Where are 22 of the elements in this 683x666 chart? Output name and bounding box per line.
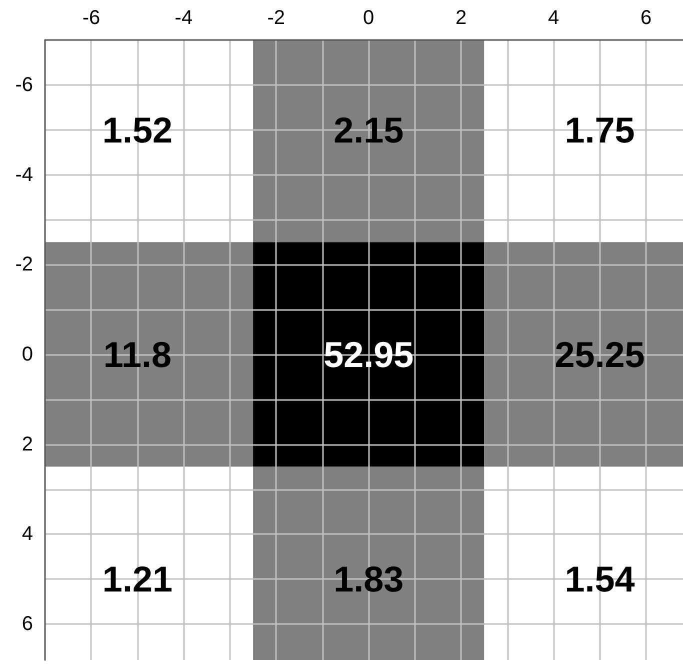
y-tick-label: 4 <box>22 523 33 546</box>
x-tick-label: 2 <box>456 7 467 29</box>
y-tick-label: 2 <box>22 433 33 456</box>
y-tick-label: -6 <box>15 74 33 96</box>
y-tick-label: 0 <box>22 343 33 366</box>
y-tick-label: 6 <box>22 613 33 636</box>
y-tick-label: -2 <box>15 254 33 276</box>
data-label: 1.54 <box>564 558 635 600</box>
x-tick-label: -4 <box>174 7 193 29</box>
data-label: 25.25 <box>554 334 645 375</box>
x-tick-label: -6 <box>82 7 100 29</box>
data-label: 1.83 <box>334 558 404 600</box>
x-tick-label: 6 <box>640 7 652 29</box>
x-tick-label: -2 <box>267 7 286 29</box>
x-tick-label: 4 <box>548 7 560 29</box>
data-label: 11.8 <box>103 334 172 375</box>
data-label: 1.52 <box>102 109 173 150</box>
x-tick-label: 0 <box>363 7 374 29</box>
data-label: 1.21 <box>102 558 173 600</box>
data-label: 2.15 <box>334 109 404 150</box>
y-tick-label: -4 <box>15 164 33 186</box>
data-label: 1.75 <box>564 109 635 150</box>
